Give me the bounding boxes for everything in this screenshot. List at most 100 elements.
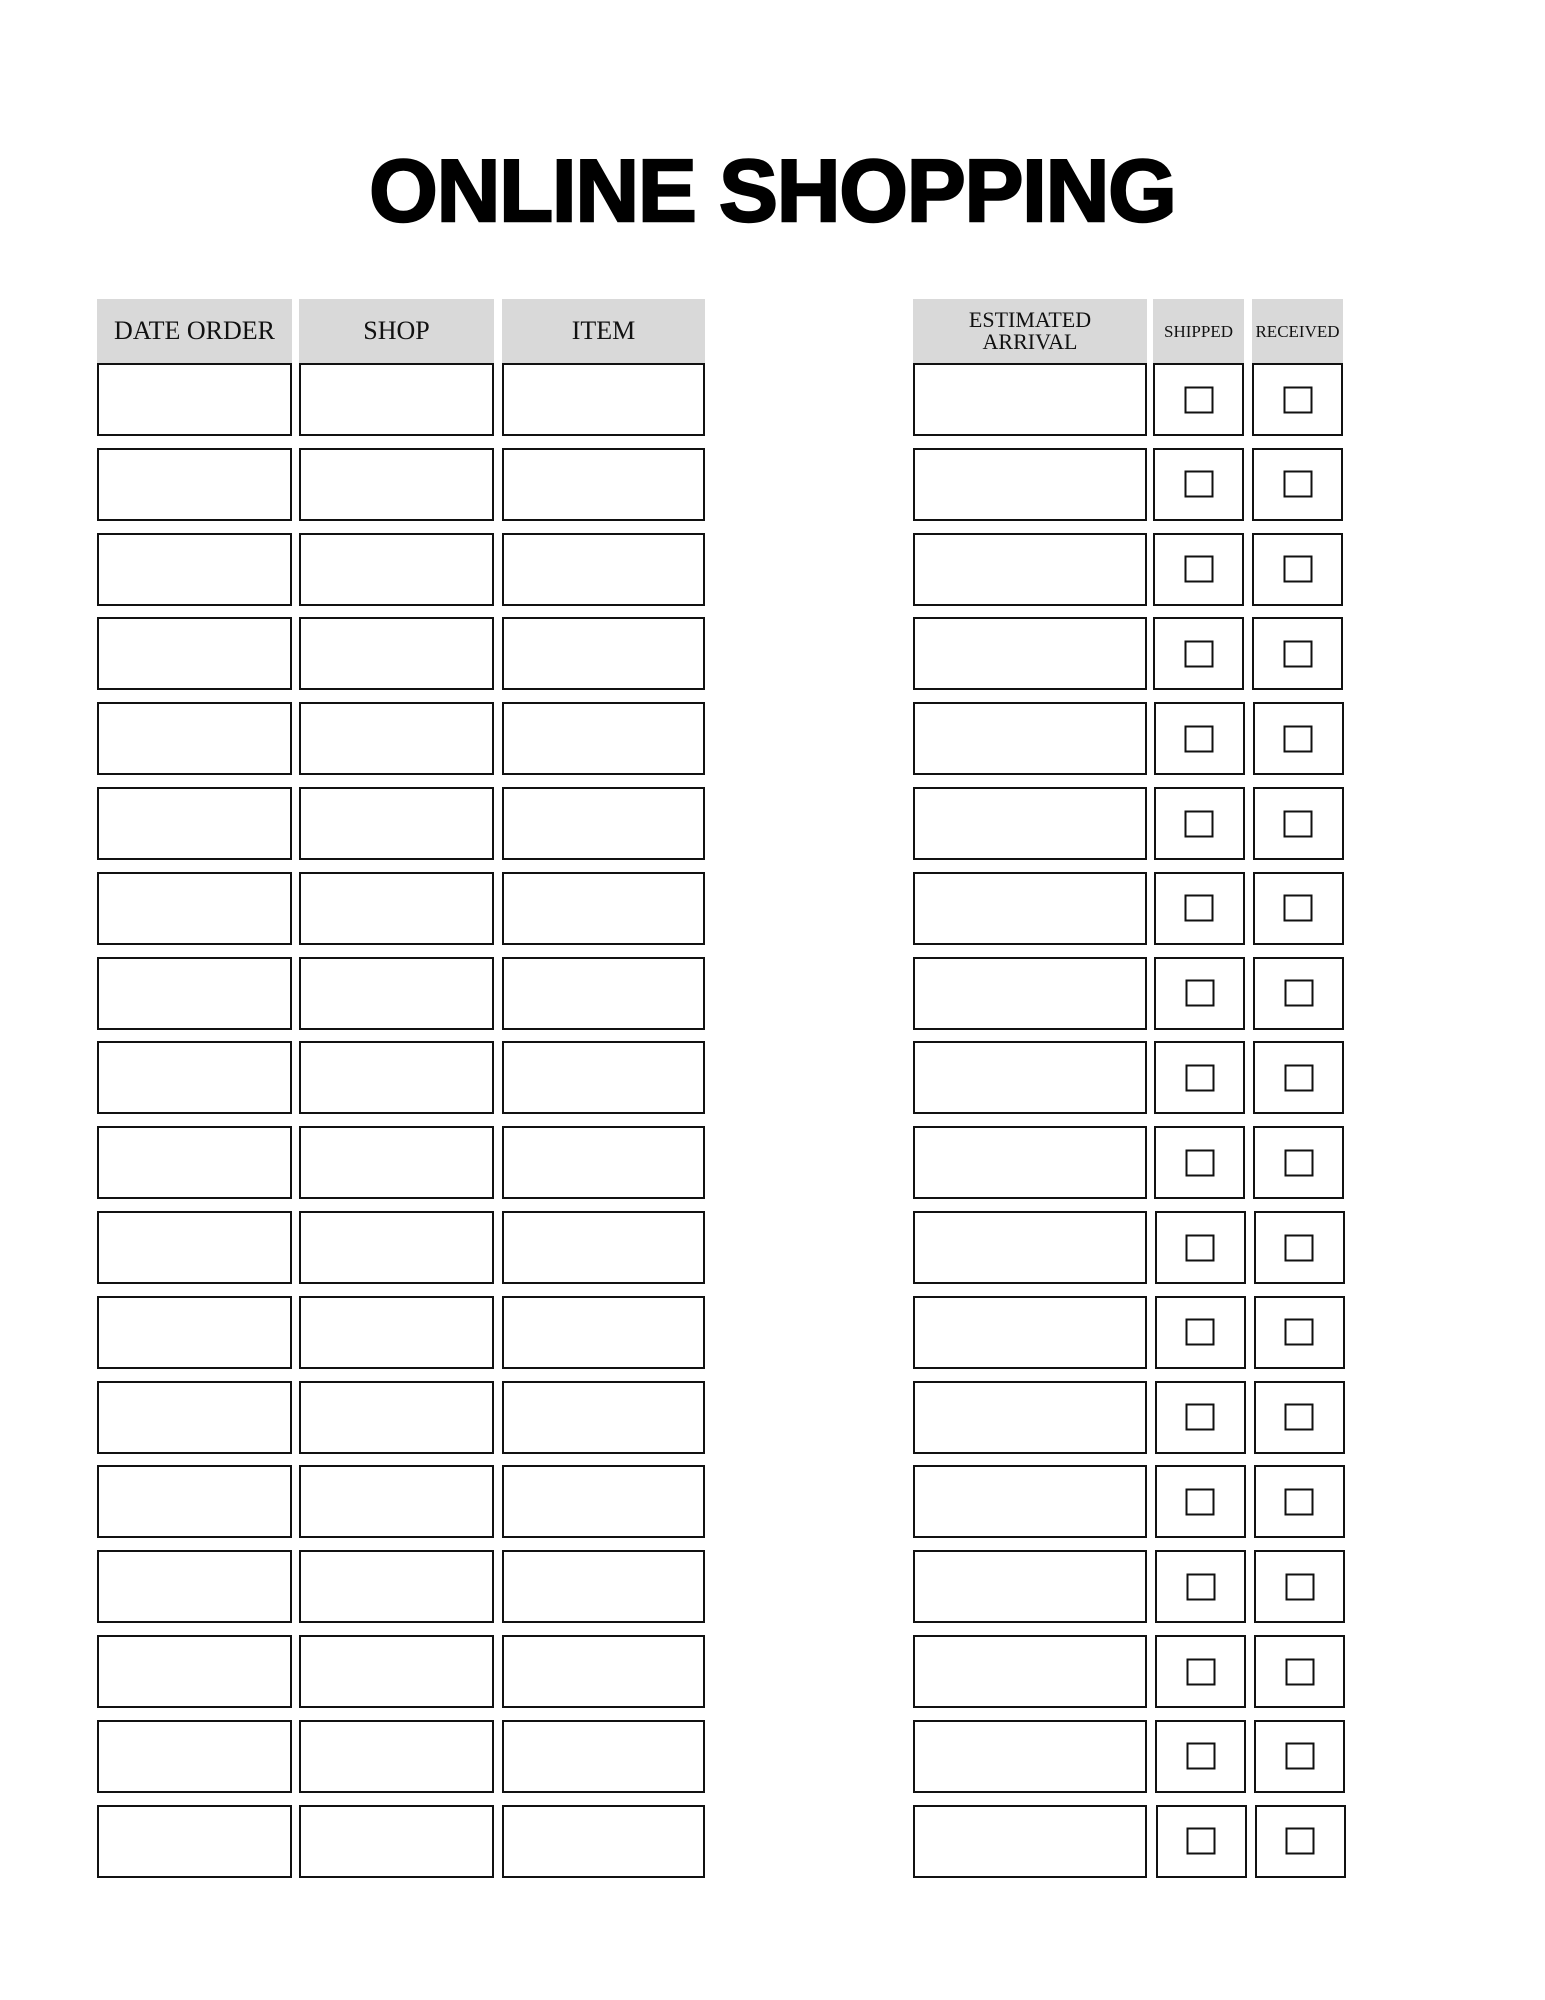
estimated-arrival-input[interactable]: [913, 1380, 1147, 1454]
date-order-input[interactable]: [97, 1719, 292, 1793]
received-checkbox[interactable]: [1285, 1573, 1315, 1601]
estimated-arrival-input[interactable]: [913, 787, 1147, 860]
estimated-arrival-input[interactable]: [913, 532, 1147, 606]
item-input[interactable]: [502, 1550, 705, 1624]
date-order-input[interactable]: [97, 1804, 292, 1878]
shipped-checkbox[interactable]: [1186, 1827, 1216, 1855]
item-input[interactable]: [502, 1380, 705, 1454]
received-checkbox[interactable]: [1283, 386, 1312, 413]
shop-input[interactable]: [299, 1465, 494, 1539]
shipped-checkbox[interactable]: [1184, 725, 1214, 753]
received-checkbox[interactable]: [1285, 1742, 1315, 1770]
item-input[interactable]: [502, 1211, 705, 1284]
date-order-input[interactable]: [97, 363, 292, 436]
date-order-input[interactable]: [97, 1126, 292, 1200]
item-input[interactable]: [502, 1635, 705, 1708]
estimated-arrival-input[interactable]: [913, 363, 1147, 436]
shipped-checkbox[interactable]: [1184, 470, 1214, 498]
item-input[interactable]: [502, 956, 705, 1030]
date-order-input[interactable]: [97, 1635, 292, 1708]
item-input[interactable]: [502, 1126, 705, 1200]
received-checkbox[interactable]: [1284, 1403, 1314, 1431]
date-order-input[interactable]: [97, 1295, 292, 1369]
date-order-input[interactable]: [97, 787, 292, 860]
received-checkbox[interactable]: [1283, 640, 1313, 668]
item-input[interactable]: [502, 1465, 705, 1539]
shop-input[interactable]: [299, 363, 494, 436]
shop-input[interactable]: [299, 1635, 494, 1708]
estimated-arrival-input[interactable]: [913, 1804, 1147, 1878]
shipped-checkbox[interactable]: [1185, 1064, 1215, 1092]
shipped-checkbox[interactable]: [1185, 1234, 1215, 1261]
shop-input[interactable]: [299, 871, 494, 945]
shop-input[interactable]: [299, 1804, 494, 1878]
received-checkbox[interactable]: [1283, 810, 1313, 837]
estimated-arrival-input[interactable]: [913, 1126, 1147, 1200]
estimated-arrival-input[interactable]: [913, 1465, 1147, 1539]
shop-input[interactable]: [299, 1211, 494, 1284]
estimated-arrival-input[interactable]: [913, 702, 1147, 776]
estimated-arrival-input[interactable]: [913, 1211, 1147, 1284]
date-order-input[interactable]: [97, 617, 292, 691]
shipped-checkbox[interactable]: [1185, 979, 1215, 1007]
shop-input[interactable]: [299, 532, 494, 606]
shipped-checkbox[interactable]: [1186, 1742, 1216, 1770]
shipped-checkbox[interactable]: [1184, 810, 1214, 837]
item-input[interactable]: [502, 363, 705, 436]
shipped-checkbox[interactable]: [1184, 640, 1214, 668]
shop-input[interactable]: [299, 1550, 494, 1624]
received-checkbox[interactable]: [1285, 1827, 1315, 1855]
shipped-checkbox[interactable]: [1185, 1149, 1215, 1177]
item-input[interactable]: [502, 1804, 705, 1878]
shipped-checkbox[interactable]: [1185, 1318, 1215, 1346]
estimated-arrival-input[interactable]: [913, 617, 1147, 691]
received-checkbox[interactable]: [1284, 1149, 1314, 1177]
item-input[interactable]: [502, 532, 705, 606]
item-input[interactable]: [502, 702, 705, 776]
estimated-arrival-input[interactable]: [913, 1041, 1147, 1115]
estimated-arrival-input[interactable]: [913, 871, 1147, 945]
shipped-checkbox[interactable]: [1185, 1488, 1215, 1516]
estimated-arrival-input[interactable]: [913, 1719, 1147, 1793]
shipped-checkbox[interactable]: [1184, 386, 1213, 413]
shop-input[interactable]: [299, 447, 494, 521]
item-input[interactable]: [502, 871, 705, 945]
received-checkbox[interactable]: [1284, 1234, 1314, 1261]
estimated-arrival-input[interactable]: [913, 1295, 1147, 1369]
item-input[interactable]: [502, 447, 705, 521]
date-order-input[interactable]: [97, 1211, 292, 1284]
item-input[interactable]: [502, 1719, 705, 1793]
shop-input[interactable]: [299, 1041, 494, 1115]
shop-input[interactable]: [299, 617, 494, 691]
shipped-checkbox[interactable]: [1186, 1658, 1216, 1685]
item-input[interactable]: [502, 1295, 705, 1369]
shipped-checkbox[interactable]: [1186, 1573, 1216, 1601]
item-input[interactable]: [502, 617, 705, 691]
item-input[interactable]: [502, 787, 705, 860]
item-input[interactable]: [502, 1041, 705, 1115]
date-order-input[interactable]: [97, 532, 292, 606]
shop-input[interactable]: [299, 1380, 494, 1454]
received-checkbox[interactable]: [1284, 1318, 1314, 1346]
received-checkbox[interactable]: [1284, 1064, 1314, 1092]
date-order-input[interactable]: [97, 1041, 292, 1115]
date-order-input[interactable]: [97, 1550, 292, 1624]
received-checkbox[interactable]: [1284, 1488, 1314, 1516]
received-checkbox[interactable]: [1283, 555, 1313, 583]
estimated-arrival-input[interactable]: [913, 447, 1147, 521]
received-checkbox[interactable]: [1283, 725, 1313, 753]
shop-input[interactable]: [299, 1719, 494, 1793]
shipped-checkbox[interactable]: [1184, 555, 1214, 583]
date-order-input[interactable]: [97, 1380, 292, 1454]
estimated-arrival-input[interactable]: [913, 1635, 1147, 1708]
received-checkbox[interactable]: [1283, 894, 1313, 922]
received-checkbox[interactable]: [1285, 1658, 1315, 1685]
date-order-input[interactable]: [97, 956, 292, 1030]
shop-input[interactable]: [299, 1295, 494, 1369]
date-order-input[interactable]: [97, 1465, 292, 1539]
received-checkbox[interactable]: [1283, 470, 1313, 498]
received-checkbox[interactable]: [1284, 979, 1314, 1007]
date-order-input[interactable]: [97, 447, 292, 521]
shop-input[interactable]: [299, 787, 494, 860]
shop-input[interactable]: [299, 1126, 494, 1200]
